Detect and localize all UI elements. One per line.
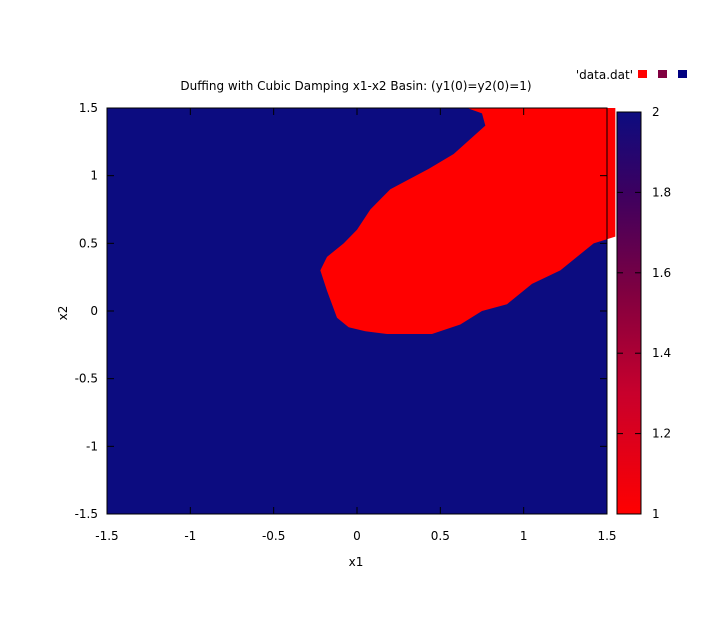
colorbar-tick-label: 1.8 (652, 185, 671, 199)
x-axis-label: x1 (349, 555, 364, 569)
legend-swatch (638, 70, 647, 78)
y-tick-label: 0.5 (79, 236, 98, 250)
y-tick-label: -1 (86, 439, 98, 453)
heatmap-cells (107, 108, 616, 514)
colorbar-tick-label: 1.6 (652, 266, 671, 280)
x-tick-label: 0 (353, 529, 361, 543)
y-tick-label: -0.5 (75, 372, 98, 386)
x-tick-label: 0.5 (431, 529, 450, 543)
y-tick-label: 1.5 (79, 101, 98, 115)
x-tick-label: 1 (520, 529, 528, 543)
colorbar-tick-label: 1 (652, 507, 660, 521)
y-tick-label: 1 (90, 169, 98, 183)
x-tick-label: -1.5 (95, 529, 118, 543)
legend-label: 'data.dat' (576, 68, 633, 82)
y-axis-label: x2 (56, 306, 70, 321)
legend-swatches (638, 70, 687, 78)
y-tick-label: -1.5 (75, 507, 98, 521)
colorbar-bar (616, 111, 642, 515)
colorbar-tick-label: 1.4 (652, 346, 671, 360)
x-tick-label: -1 (184, 529, 196, 543)
colorbar-tick-label: 1.2 (652, 427, 671, 441)
axes: -1.5 -1 -0.5 0 0.5 1 1.5 1.5 1 0.5 0 -0.5 -1 -1.5 (75, 101, 617, 543)
legend-swatch (658, 70, 667, 78)
colorbar-tick-label: 2 (652, 105, 660, 119)
chart-title: Duffing with Cubic Damping x1-x2 Basin: … (180, 79, 531, 93)
legend-swatch (678, 70, 687, 78)
heatmap-cell-low (320, 108, 616, 335)
y-tick-label: 0 (90, 304, 98, 318)
x-tick-label: -0.5 (262, 529, 285, 543)
colorbar: 2 1.8 1.6 1.4 1.2 1 (616, 105, 671, 521)
x-tick-label: 1.5 (597, 529, 616, 543)
